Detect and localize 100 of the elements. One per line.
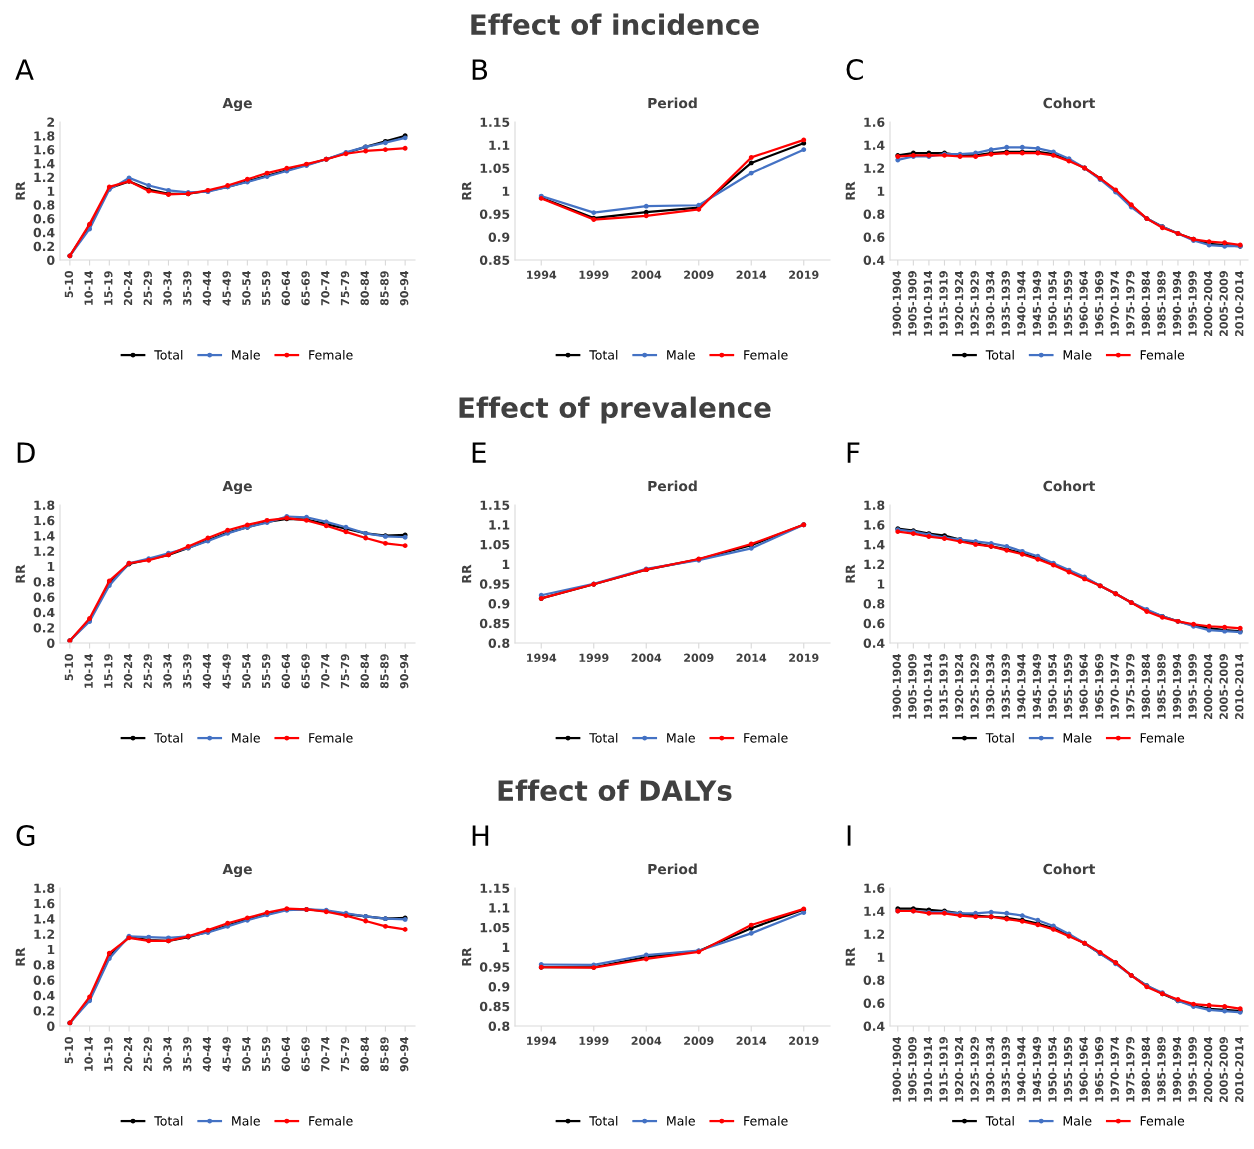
y-axis-title: RR bbox=[845, 181, 855, 200]
chart-title: Period bbox=[648, 97, 697, 109]
y-tick-label: 1.15 bbox=[480, 883, 510, 893]
x-tick-label: 1915-1919 bbox=[939, 654, 948, 719]
x-tick-label: 1994 bbox=[527, 270, 557, 280]
x-tick-label: 30-34 bbox=[163, 653, 172, 689]
y-tick-label: 1.2 bbox=[34, 172, 55, 182]
legend-label: Total bbox=[589, 349, 618, 360]
legend-label: Total bbox=[154, 349, 183, 360]
legend-label: Female bbox=[744, 349, 788, 360]
x-tick-label: 75-79 bbox=[340, 1037, 350, 1072]
legend-label: Total bbox=[154, 732, 183, 743]
x-tick-label: 25-29 bbox=[143, 271, 152, 306]
y-tick-label: 0.8 bbox=[33, 960, 55, 970]
x-tick-label: 1925-1929 bbox=[970, 1037, 979, 1102]
x-tick-label: 55-59 bbox=[261, 654, 271, 689]
x-tick-label: 60-64 bbox=[281, 653, 291, 689]
x-tick-label: 1965-1969 bbox=[1094, 654, 1104, 719]
x-tick-label: 10-14 bbox=[84, 270, 93, 305]
y-tick-label: 1.15 bbox=[480, 500, 510, 510]
y-tick-label: 0.9 bbox=[488, 982, 510, 992]
x-tick-label: 65-69 bbox=[301, 654, 310, 689]
x-tick-label: 2019 bbox=[789, 1036, 819, 1046]
y-tick-label: 0.8 bbox=[488, 1021, 510, 1031]
legend-label: Total bbox=[589, 732, 618, 743]
y-tick-label: 0.2 bbox=[33, 241, 55, 252]
y-tick-label: 0.95 bbox=[479, 962, 510, 972]
y-tick-label: 0.9 bbox=[488, 232, 510, 242]
y-tick-label: 1.4 bbox=[34, 159, 55, 169]
y-tick-label: 0.4 bbox=[863, 1021, 885, 1031]
legend-label: Total bbox=[985, 1115, 1014, 1126]
text: F bbox=[847, 442, 860, 463]
y-tick-label: 1 bbox=[877, 952, 885, 962]
y-tick-label: 0.85 bbox=[479, 1001, 510, 1012]
chart-title: Age bbox=[222, 863, 252, 878]
x-tick-label: 5-10 bbox=[64, 270, 74, 298]
x-tick-label: 2019 bbox=[789, 270, 819, 280]
legend-label: Female bbox=[1140, 1115, 1185, 1126]
y-axis-title: RR bbox=[15, 181, 25, 200]
legend-label: Total bbox=[985, 732, 1014, 743]
y-tick-label: 0 bbox=[47, 255, 55, 265]
x-tick-label: 1975-1979 bbox=[1126, 271, 1135, 336]
y-tick-label: 0.2 bbox=[33, 1006, 55, 1016]
y-tick-label: 1.2 bbox=[864, 559, 885, 569]
legend-label: Total bbox=[154, 1115, 183, 1126]
y-tick-label: 2 bbox=[47, 117, 55, 127]
y-tick-label: 1.6 bbox=[34, 145, 55, 155]
y-tick-label: 0.9 bbox=[488, 599, 510, 609]
x-tick-label: 1915-1919 bbox=[939, 1037, 948, 1102]
y-tick-label: 1.2 bbox=[34, 546, 55, 556]
y-axis-title: RR bbox=[845, 564, 855, 583]
x-tick-label: 45-49 bbox=[222, 271, 231, 306]
y-tick-label: 0.8 bbox=[863, 209, 885, 219]
text: H bbox=[472, 825, 489, 846]
y-tick-label: 1.2 bbox=[864, 929, 885, 939]
x-tick-label: 1995-1999 bbox=[1188, 271, 1197, 336]
y-tick-label: 0.2 bbox=[33, 623, 55, 633]
text: G bbox=[16, 825, 35, 847]
x-tick-label: 1930-1934 bbox=[985, 653, 995, 719]
x-tick-label: 2000-2004 bbox=[1203, 653, 1213, 719]
y-tick-label: 0.8 bbox=[863, 975, 885, 985]
x-tick-label: 1980-1984 bbox=[1141, 653, 1151, 719]
x-tick-label: 20-24 bbox=[123, 653, 133, 689]
chart-title: Cohort bbox=[1043, 480, 1096, 492]
x-tick-label: 55-59 bbox=[261, 1037, 271, 1072]
x-tick-label: 2014 bbox=[736, 1036, 767, 1046]
x-tick-label: 1950-1954 bbox=[1048, 270, 1057, 336]
x-tick-label: 1940-1944 bbox=[1017, 1036, 1026, 1102]
y-tick-label: 0.6 bbox=[33, 975, 55, 985]
x-tick-label: 1990-1994 bbox=[1172, 1036, 1182, 1102]
x-tick-label: 1920-1924 bbox=[954, 270, 964, 336]
x-tick-label: 15-19 bbox=[104, 271, 113, 305]
y-tick-label: 1.4 bbox=[864, 540, 885, 550]
x-tick-label: 70-74 bbox=[321, 270, 330, 306]
chart-title: Cohort bbox=[1043, 863, 1096, 875]
x-tick-label: 1970-1974 bbox=[1110, 653, 1119, 719]
x-tick-label: 1975-1979 bbox=[1126, 1037, 1135, 1102]
x-tick-label: 60-64 bbox=[281, 270, 291, 306]
y-tick-label: 1 bbox=[877, 186, 885, 196]
x-tick-label: 40-44 bbox=[202, 270, 212, 306]
legend-label: Female bbox=[744, 1115, 788, 1126]
x-tick-label: 20-24 bbox=[123, 1036, 133, 1072]
y-tick-label: 1 bbox=[877, 579, 885, 589]
x-tick-label: 70-74 bbox=[321, 1036, 330, 1072]
x-tick-label: 2004 bbox=[631, 1036, 662, 1046]
y-tick-label: 1.8 bbox=[34, 500, 55, 510]
y-tick-label: 1 bbox=[502, 559, 510, 569]
x-tick-label: 1900-1904 bbox=[892, 1036, 902, 1102]
x-tick-label: 1930-1934 bbox=[985, 1036, 995, 1102]
y-axis-title: RR bbox=[15, 564, 25, 583]
x-tick-label: 1910-1914 bbox=[923, 653, 933, 719]
y-tick-label: 1.2 bbox=[34, 929, 55, 939]
y-tick-label: 1.4 bbox=[34, 914, 55, 924]
legend-label: Male bbox=[667, 1115, 695, 1126]
x-tick-label: 2000-2004 bbox=[1203, 270, 1213, 336]
legend-label: Male bbox=[232, 1115, 260, 1126]
x-tick-label: 1960-1964 bbox=[1079, 1036, 1088, 1102]
x-tick-label: 90-94 bbox=[399, 653, 409, 689]
y-tick-label: 1.05 bbox=[480, 539, 510, 550]
x-tick-label: 1990-1994 bbox=[1172, 270, 1182, 336]
